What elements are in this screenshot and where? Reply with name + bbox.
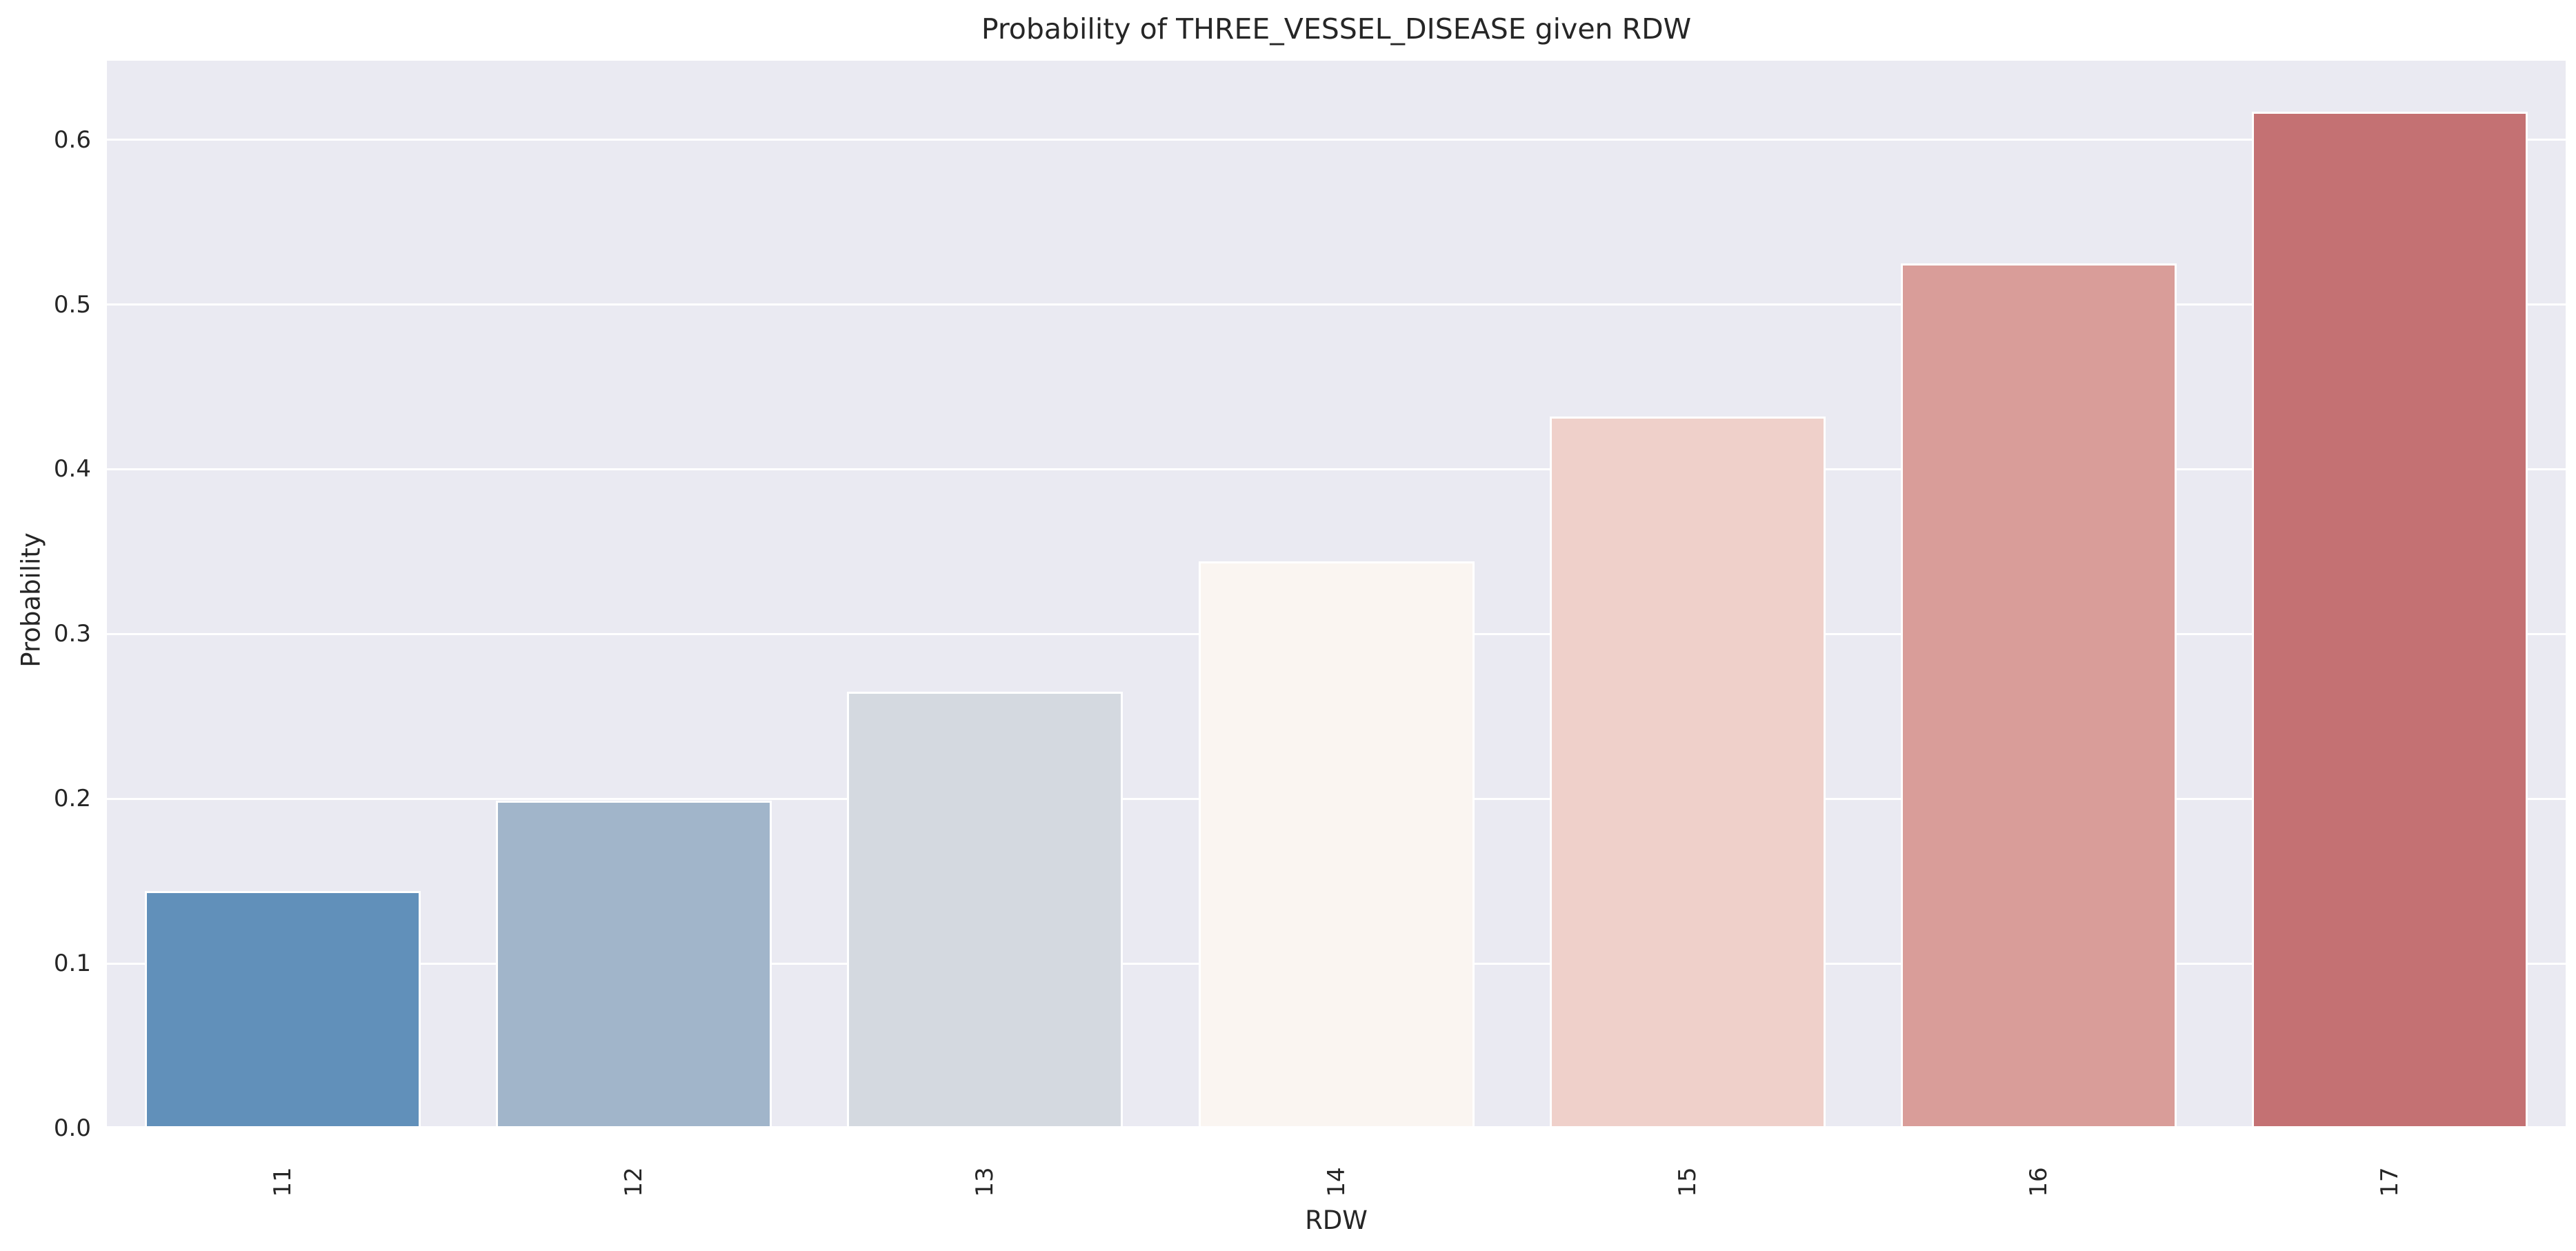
x-tick-label: 14 — [1322, 1167, 1350, 1197]
x-tick-label: 17 — [2376, 1167, 2404, 1197]
bar-rdw-14 — [1198, 561, 1475, 1128]
x-tick-label: 15 — [1673, 1167, 1701, 1197]
y-tick-label: 0.5 — [53, 290, 91, 319]
bar-rdw-11 — [144, 891, 421, 1128]
y-tick-label: 0.1 — [53, 950, 91, 978]
x-tick-label: 11 — [268, 1167, 297, 1197]
y-tick-label: 0.3 — [53, 620, 91, 648]
x-tick-label: 13 — [971, 1167, 999, 1197]
y-tick-label: 0.6 — [53, 126, 91, 154]
bar-rdw-13 — [847, 691, 1124, 1128]
bar-rdw-15 — [1549, 417, 1826, 1128]
x-tick-label: 16 — [2025, 1167, 2053, 1197]
grid-line — [107, 303, 2566, 306]
grid-line — [107, 139, 2566, 141]
bar-rdw-16 — [1901, 263, 2177, 1128]
y-tick-label: 0.0 — [53, 1114, 91, 1142]
grid-line — [107, 468, 2566, 470]
chart-title: Probability of THREE_VESSEL_DISEASE give… — [981, 12, 1692, 46]
y-tick-label: 0.2 — [53, 785, 91, 813]
x-tick-label: 12 — [619, 1167, 648, 1197]
bar-rdw-12 — [495, 800, 772, 1128]
x-axis-label: RDW — [1305, 1205, 1368, 1235]
bar-rdw-17 — [2252, 112, 2528, 1128]
plot-area — [107, 61, 2566, 1128]
y-tick-label: 0.4 — [53, 455, 91, 483]
